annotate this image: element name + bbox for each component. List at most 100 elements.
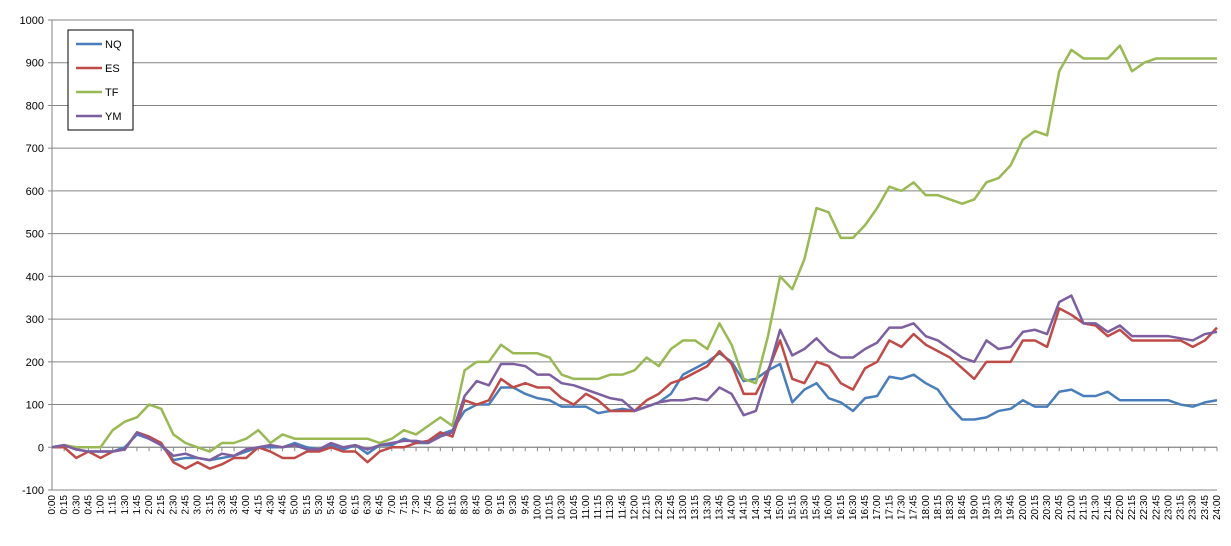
x-tick-label: 8:45 (472, 495, 483, 515)
x-tick-label: 22:45 (1151, 495, 1162, 520)
x-tick-label: 9:00 (484, 495, 495, 515)
x-tick-label: 8:00 (435, 495, 446, 515)
x-tick-label: 22:30 (1139, 495, 1150, 520)
x-tick-label: 6:30 (363, 495, 374, 515)
x-tick-label: 1:15 (108, 495, 119, 515)
x-tick-label: 7:30 (411, 495, 422, 515)
x-tick-label: 14:45 (763, 495, 774, 520)
x-tick-label: 3:15 (205, 495, 216, 515)
x-tick-label: 10:45 (569, 495, 580, 520)
y-tick-label: 400 (26, 271, 44, 283)
x-tick-label: 15:30 (799, 495, 810, 520)
x-tick-label: 2:30 (168, 495, 179, 515)
y-tick-label: 600 (26, 186, 44, 198)
x-tick-label: 12:45 (666, 495, 677, 520)
x-tick-label: 23:00 (1163, 495, 1174, 520)
x-tick-label: 9:45 (520, 495, 531, 515)
x-tick-label: 3:45 (229, 495, 240, 515)
x-tick-label: 4:30 (265, 495, 276, 515)
x-tick-label: 13:45 (714, 495, 725, 520)
y-tick-label: -100 (22, 485, 44, 497)
x-tick-label: 18:30 (945, 495, 956, 520)
x-tick-label: 23:15 (1176, 495, 1187, 520)
x-tick-label: 19:30 (994, 495, 1005, 520)
x-tick-label: 21:30 (1091, 495, 1102, 520)
x-tick-label: 12:15 (642, 495, 653, 520)
y-tick-label: 500 (26, 229, 44, 241)
series-line (51, 44, 1217, 453)
x-tick-label: 0:30 (71, 495, 82, 515)
x-tick-label: 13:30 (702, 495, 713, 520)
x-tick-label: 13:00 (678, 495, 689, 520)
x-tick-label: 20:45 (1054, 495, 1065, 520)
x-tick-label: 17:30 (896, 495, 907, 520)
x-tick-label: 8:30 (460, 495, 471, 515)
x-tick-label: 17:15 (884, 495, 895, 520)
x-tick-label: 5:45 (326, 495, 337, 515)
legend-label: YM (105, 111, 122, 123)
x-tick-label: 10:15 (545, 495, 556, 520)
x-tick-label: 7:15 (399, 495, 410, 515)
y-tick-label: 900 (26, 58, 44, 70)
x-tick-label: 18:00 (921, 495, 932, 520)
x-tick-label: 9:30 (508, 495, 519, 515)
x-tick-label: 2:00 (144, 495, 155, 515)
x-tick-label: 14:15 (739, 495, 750, 520)
x-tick-label: 5:15 (302, 495, 313, 515)
x-tick-label: 23:45 (1200, 495, 1211, 520)
x-tick-label: 19:45 (1006, 495, 1017, 520)
x-tick-label: 20:00 (1018, 495, 1029, 520)
x-tick-label: 1:00 (96, 495, 107, 515)
x-tick-label: 0:00 (47, 495, 58, 515)
x-tick-label: 15:00 (775, 495, 786, 520)
x-tick-label: 2:45 (180, 495, 191, 515)
y-tick-label: 300 (26, 314, 44, 326)
x-tick-label: 10:00 (532, 495, 543, 520)
x-tick-label: 10:30 (557, 495, 568, 520)
x-tick-label: 6:15 (350, 495, 361, 515)
legend-box (67, 29, 134, 131)
x-tick-label: 17:00 (872, 495, 883, 520)
x-tick-label: 16:30 (848, 495, 859, 520)
x-tick-label: 14:00 (727, 495, 738, 520)
x-tick-label: 21:00 (1066, 495, 1077, 520)
x-tick-label: 11:45 (617, 495, 628, 520)
y-tick-label: 200 (26, 357, 44, 369)
y-tick-label: 100 (26, 400, 44, 412)
x-tick-label: 15:45 (812, 495, 823, 520)
y-tick-label: 0 (38, 442, 44, 454)
x-tick-label: 17:45 (909, 495, 920, 520)
legend-label: NQ (105, 39, 122, 51)
x-tick-label: 1:45 (132, 495, 143, 515)
x-tick-label: 0:15 (59, 495, 70, 515)
x-tick-label: 1:30 (120, 495, 131, 515)
x-tick-label: 4:45 (278, 495, 289, 515)
x-tick-label: 20:15 (1030, 495, 1041, 520)
x-tick-label: 13:15 (690, 495, 701, 520)
x-tick-label: 2:15 (156, 495, 167, 515)
x-tick-label: 5:00 (290, 495, 301, 515)
x-tick-label: 11:15 (593, 495, 604, 520)
x-tick-label: 23:30 (1188, 495, 1199, 520)
x-tick-label: 0:45 (83, 495, 94, 515)
x-tick-label: 3:00 (193, 495, 204, 515)
y-tick-label: 1000 (20, 15, 44, 27)
x-tick-label: 21:15 (1079, 495, 1090, 520)
x-tick-label: 22:15 (1127, 495, 1138, 520)
legend-label: TF (105, 87, 119, 99)
x-tick-label: 18:15 (933, 495, 944, 520)
x-tick-label: 16:15 (836, 495, 847, 520)
x-tick-label: 6:45 (375, 495, 386, 515)
x-tick-label: 12:30 (654, 495, 665, 520)
x-tick-label: 19:15 (981, 495, 992, 520)
x-tick-label: 18:45 (957, 495, 968, 520)
x-tick-label: 22:00 (1115, 495, 1126, 520)
y-tick-label: 800 (26, 100, 44, 112)
x-tick-label: 5:30 (314, 495, 325, 515)
series-line (51, 294, 1218, 462)
x-tick-label: 3:30 (217, 495, 228, 515)
x-tick-label: 11:00 (581, 495, 592, 520)
x-tick-label: 7:45 (423, 495, 434, 515)
